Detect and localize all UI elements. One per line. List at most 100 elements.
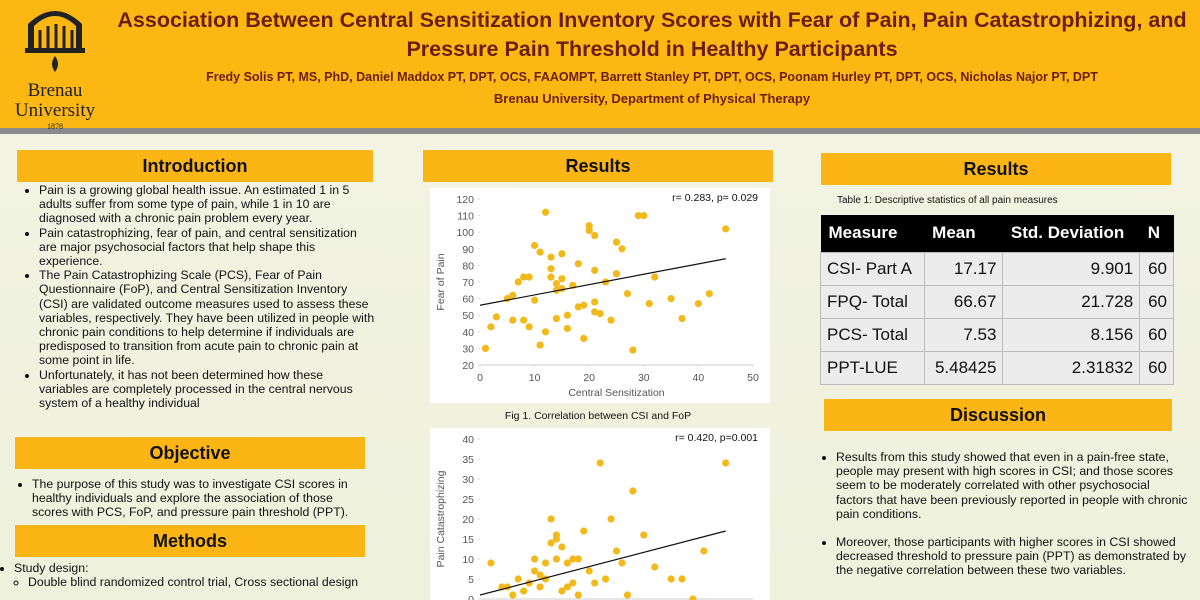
point — [514, 278, 522, 286]
point — [547, 273, 555, 281]
table-cell: 60 — [1139, 317, 1174, 352]
section-heading: Introduction — [17, 150, 373, 182]
sub-list: Double blind randomized control trial, C… — [14, 575, 370, 589]
point — [558, 587, 566, 595]
point — [722, 459, 730, 467]
y-tick-label: 40 — [462, 327, 474, 339]
y-tick-label: 25 — [462, 494, 474, 506]
logo-name: Brenau — [28, 80, 83, 101]
table-cell: FPQ- Total — [820, 284, 925, 319]
point — [629, 487, 637, 495]
point — [552, 555, 561, 563]
bullet: Pain catastrophizing, fear of pain, and … — [39, 226, 375, 269]
point — [607, 515, 615, 523]
x-tick-label: 40 — [693, 372, 705, 384]
logo: Brenau University 1878 — [15, 11, 96, 131]
point — [618, 559, 626, 567]
point — [536, 341, 544, 349]
y-tick-label: 30 — [462, 343, 474, 355]
section-heading: Methods — [15, 525, 365, 557]
discussion-list: Results from this study showed that even… — [812, 450, 1190, 578]
point — [640, 212, 648, 220]
point — [563, 324, 571, 333]
table-cell: 17.17 — [923, 251, 1004, 286]
y-tick-label: 40 — [462, 434, 474, 446]
x-tick-label: 30 — [638, 372, 650, 384]
point — [623, 591, 632, 599]
point — [667, 295, 675, 303]
table-row: CSI- Part A 17.17 9.901 60 — [820, 251, 1174, 286]
point — [509, 316, 517, 324]
y-tick-label: 120 — [456, 194, 474, 206]
point — [612, 547, 621, 555]
intro-list: Pain is a growing global health issue. A… — [15, 183, 375, 410]
logo-flame — [52, 56, 58, 72]
point — [623, 290, 632, 298]
y-tick-label: 30 — [462, 474, 474, 486]
y-tick-label: 10 — [462, 554, 474, 566]
point — [552, 535, 561, 543]
table-row: FPQ- Total 66.67 21.728 60 — [820, 284, 1174, 319]
objective-list: The purpose of this study was to investi… — [8, 477, 370, 520]
point — [558, 250, 566, 258]
point — [558, 275, 566, 283]
section-heading: Results — [423, 150, 773, 182]
point — [591, 308, 599, 316]
table-cell: 7.53 — [923, 317, 1004, 352]
bullet: Study design: Double blind randomized co… — [14, 561, 370, 589]
point — [591, 298, 599, 306]
point — [547, 253, 555, 261]
table-row: PCS- Total 7.53 8.156 60 — [820, 317, 1174, 352]
point — [585, 567, 593, 575]
point — [569, 579, 577, 587]
y-tick-label: 60 — [462, 294, 474, 306]
column-header: Std. Deviation — [1002, 215, 1140, 252]
point — [678, 575, 686, 583]
table-cell: 60 — [1139, 284, 1174, 319]
x-tick-label: 10 — [529, 372, 541, 384]
point — [667, 575, 675, 583]
table-cell: 66.67 — [923, 284, 1004, 319]
stats-table: Measure Mean Std. Deviation N CSI- Part A 17.… — [820, 215, 1174, 385]
column-header: Mean — [924, 215, 1003, 252]
methods-list: Study design: Double blind randomized co… — [0, 561, 370, 589]
point — [569, 555, 577, 563]
point — [520, 273, 528, 281]
y-axis-label: Pain Catastrophizing — [435, 470, 447, 567]
point — [689, 595, 697, 600]
affiliation: Brenau University, Department of Physica… — [493, 91, 811, 106]
point — [645, 299, 653, 308]
point — [525, 323, 533, 331]
y-tick-label: 0 — [468, 594, 474, 600]
point — [509, 291, 517, 299]
point — [547, 265, 555, 273]
bullet: Moreover, those participants with higher… — [836, 535, 1190, 578]
authors: Fredy Solis PT, MS, PhD, Daniel Maddox P… — [206, 70, 1098, 84]
scatter-figure: 20 30 40 50 60 70 80 90 100 110 120 0 10 20 30 40 50 Cent… — [430, 188, 770, 403]
point — [531, 241, 539, 250]
point — [574, 303, 582, 311]
annotation: r= 0.420, p=0.001 — [675, 432, 758, 444]
y-tick-label: 110 — [457, 211, 474, 223]
point — [591, 579, 599, 587]
point — [547, 515, 555, 523]
table-cell: 8.156 — [1002, 317, 1141, 352]
point — [591, 231, 599, 240]
point — [612, 238, 621, 246]
point — [722, 225, 730, 233]
point — [514, 575, 522, 583]
point — [563, 583, 571, 591]
y-tick-label: 80 — [462, 260, 474, 272]
point — [678, 314, 686, 323]
point — [585, 226, 593, 235]
point — [612, 270, 621, 278]
section-heading: Discussion — [824, 399, 1172, 431]
trendline — [479, 530, 726, 596]
column-header: Measure — [820, 215, 925, 252]
y-tick-label: 90 — [462, 244, 474, 256]
figure-caption: Fig 1. Correlation between CSI and FoP — [504, 410, 692, 422]
bullet: The purpose of this study was to investi… — [32, 477, 370, 520]
point — [531, 567, 539, 575]
section-heading: Objective — [15, 437, 365, 469]
